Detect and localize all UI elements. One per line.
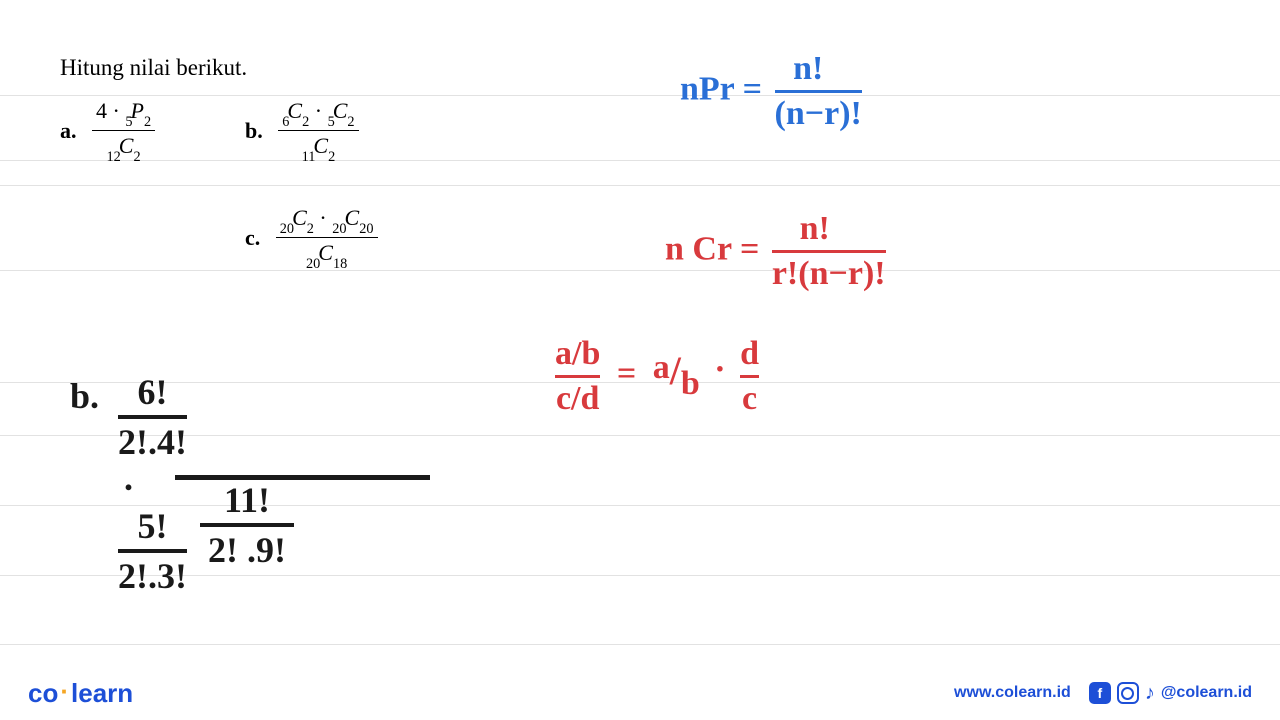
problem-item-c: c. 20C2 · 20C20 20C18 xyxy=(245,205,378,271)
fracrule-left-num: a/b xyxy=(555,335,600,373)
work-b-top2-num: 5! xyxy=(118,505,187,547)
facebook-icon: f xyxy=(1089,682,1111,704)
logo-dot: · xyxy=(58,676,71,706)
work-b-dot: . xyxy=(124,458,133,498)
item-b-label: b. xyxy=(245,118,263,143)
fracrule-r1: a/b xyxy=(653,355,709,392)
ncr-lhs: n Cr = xyxy=(665,230,759,267)
fracrule-dot: · xyxy=(714,351,725,388)
problem-item-b: b. 6C2 · 5C2 11C2 xyxy=(245,98,359,164)
npr-lhs: nPr = xyxy=(680,70,762,107)
permutation-formula: nPr = n! (n−r)! xyxy=(680,50,862,133)
logo-learn: learn xyxy=(71,678,133,708)
fracrule-left-den: c/d xyxy=(555,380,600,418)
footer-socials: f ♪ @colearn.id xyxy=(1089,682,1252,705)
instagram-icon xyxy=(1117,682,1139,704)
problem-title: Hitung nilai berikut. xyxy=(60,55,247,81)
ncr-num: n! xyxy=(772,210,886,248)
work-b-top2-den: 2!.3! xyxy=(118,555,187,597)
fracrule-r2-num: d xyxy=(740,335,759,373)
problem-item-a: a. 4 · 5P2 12C2 xyxy=(60,98,155,164)
combination-formula: n Cr = n! r!(n−r)! xyxy=(665,210,886,293)
npr-num: n! xyxy=(775,50,862,88)
footer: co·learn www.colearn.id f ♪ @colearn.id xyxy=(0,672,1280,720)
logo-co: co xyxy=(28,678,58,708)
work-b-top1-num: 6! xyxy=(118,371,187,413)
fracrule-r2-den: c xyxy=(740,380,759,418)
fracrule-equals: = xyxy=(617,355,636,392)
footer-url: www.colearn.id xyxy=(954,684,1071,702)
work-b-bot-num: 11! xyxy=(200,479,294,521)
ncr-den: r!(n−r)! xyxy=(772,255,886,293)
social-handle: @colearn.id xyxy=(1161,684,1252,702)
brand-logo: co·learn xyxy=(28,678,133,709)
tiktok-icon: ♪ xyxy=(1145,682,1155,705)
work-b-label: b. xyxy=(70,375,99,417)
work-b-bot-den: 2! .9! xyxy=(200,529,294,571)
item-a-label: a. xyxy=(60,118,77,143)
npr-den: (n−r)! xyxy=(775,95,862,133)
work-b-top1-den: 2!.4! xyxy=(118,421,187,463)
item-c-label: c. xyxy=(245,225,260,250)
fraction-division-rule: a/b c/d = a/b · d c xyxy=(555,335,759,418)
